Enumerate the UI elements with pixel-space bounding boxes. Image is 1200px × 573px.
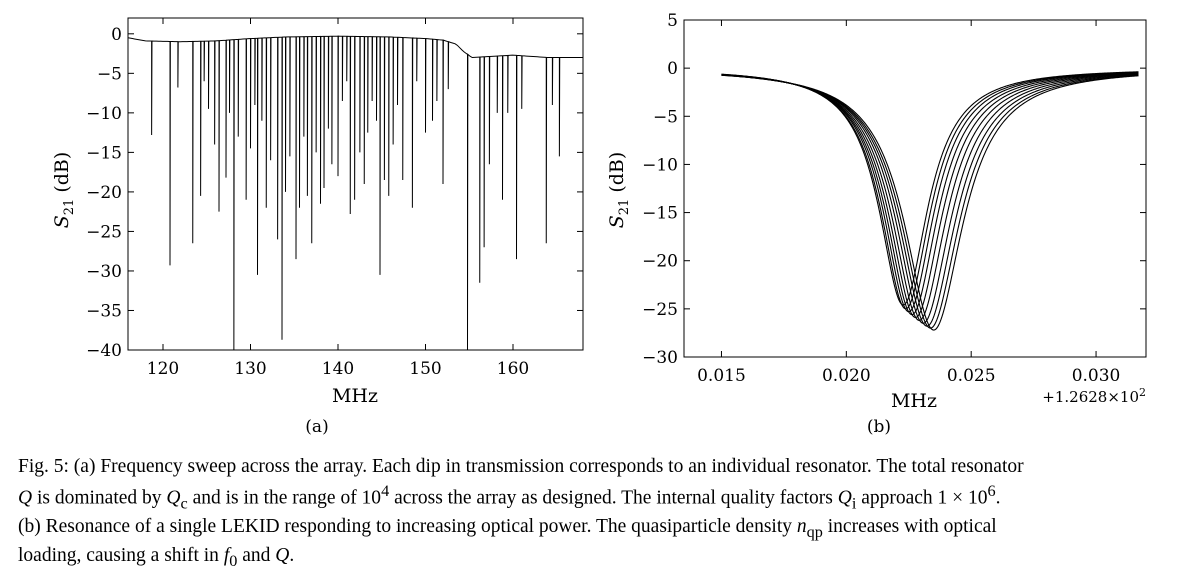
y-tick-label: 0 <box>111 25 122 45</box>
y-tick-label: 5 <box>667 11 678 31</box>
x-tick-label: 0.020 <box>822 366 871 386</box>
panel-a: 120 130 140 150 160 0 −5 −10 −15 −20 −25 −30 −35 −40 <box>86 17 584 379</box>
y-tick-label: −25 <box>642 300 678 320</box>
resonance-curve <box>721 72 1139 316</box>
y-tick-label: −10 <box>86 104 122 124</box>
panel-a-frame <box>127 17 584 351</box>
resonance-curve <box>721 72 1139 319</box>
caption-line-3: (b) Resonance of a single LEKID respondi… <box>18 516 997 542</box>
panel-b-ylabel: S21 (dB) <box>606 152 632 229</box>
x-tick-label: 0.025 <box>947 366 996 386</box>
caption-line-4: loading, causing a shift in f0 and Q. <box>18 545 295 571</box>
figure-panels: 120 130 140 150 1600−5−10−15−20−25−30−35−40 … <box>51 11 1147 437</box>
resonance-curve <box>721 71 1139 306</box>
y-tick-label: −40 <box>86 341 122 361</box>
panel-b-label: (b) <box>867 417 891 437</box>
panel-b-frame <box>683 19 1147 358</box>
sweep-trace <box>127 35 583 351</box>
panel-b-xlabel: MHz <box>891 390 937 412</box>
y-tick-label: 0 <box>667 59 678 79</box>
y-tick-label: −35 <box>86 301 122 321</box>
y-tick-label: −20 <box>86 183 122 203</box>
x-tick-label: 130 <box>234 359 266 379</box>
panel-a-xlabel: MHz <box>332 385 378 407</box>
resonance-curve <box>721 74 1139 331</box>
y-tick-label: −15 <box>86 143 122 163</box>
y-tick-label: −5 <box>653 107 678 127</box>
y-tick-label: −30 <box>86 262 122 282</box>
y-tick-label: −5 <box>97 64 122 84</box>
y-tick-label: −20 <box>642 252 678 272</box>
y-tick-label: −25 <box>86 222 122 242</box>
y-tick-label: −30 <box>642 348 678 368</box>
panel-a-label: (a) <box>305 417 328 437</box>
x-tick-label: 150 <box>409 359 441 379</box>
x-tick-label: 0.030 <box>1072 366 1121 386</box>
x-tick-label: 160 <box>497 359 529 379</box>
panel-b-offset-text: +1.2628×102 <box>1042 386 1146 406</box>
figure-caption: Fig. 5: (a) Frequency sweep across the a… <box>18 455 1184 573</box>
x-tick-label: 140 <box>322 359 354 379</box>
x-tick-label: 0.015 <box>697 366 746 386</box>
caption-line-2: Q is dominated by Qc and is in the range… <box>18 482 1001 513</box>
y-tick-label: −15 <box>642 204 678 224</box>
panel-b: 0.015 0.020 0.025 0.030 5 0 −5 −10 −15 −20 −25 −30 <box>642 11 1147 386</box>
x-tick-label: 120 <box>147 359 179 379</box>
resonance-curve <box>721 74 1139 329</box>
caption-line-1: Fig. 5: (a) Frequency sweep across the a… <box>18 456 1024 477</box>
y-tick-label: −10 <box>642 155 678 175</box>
panel-a-ylabel: S21 (dB) <box>51 152 77 229</box>
